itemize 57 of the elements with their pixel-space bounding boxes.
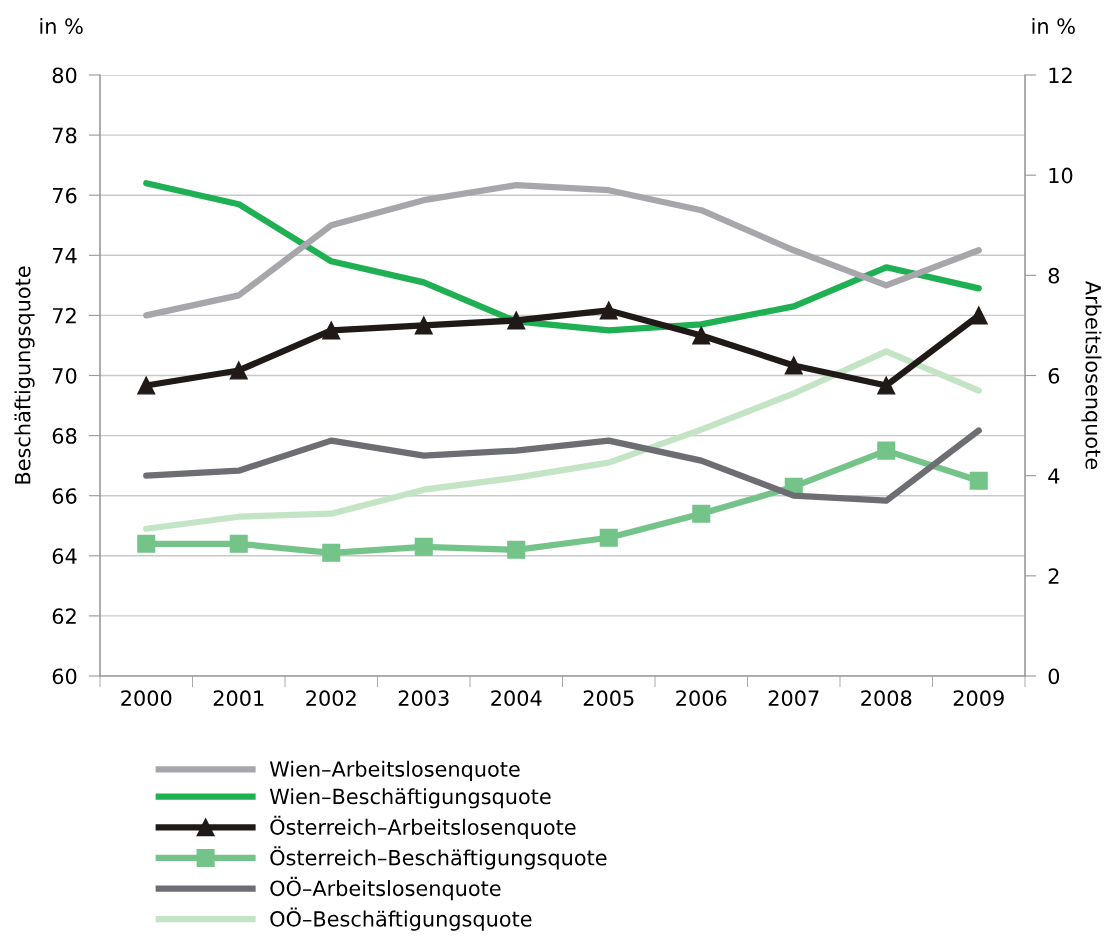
legend-label: OÖ–Arbeitslosenquote [270, 876, 501, 901]
x-tick-label: 2002 [306, 690, 356, 707]
point [969, 471, 988, 490]
x-tick-label: 2001 [213, 690, 264, 707]
point [692, 326, 711, 345]
x-tick-label: 2006 [676, 690, 727, 707]
y-tick-label: 80 [52, 67, 77, 84]
x-tick-label: 2007 [768, 690, 819, 707]
x-tick-label: 2000 [121, 690, 172, 707]
y2-tick-label: 6 [1048, 367, 1060, 384]
y2-tick-label: 12 [1049, 67, 1072, 83]
y2-tick-label: 10 [1049, 167, 1073, 184]
point [414, 316, 433, 335]
text: in % [40, 17, 83, 35]
y2-tick-label: 8 [1048, 267, 1060, 284]
legend-label: Österreich–Beschäftigungsquote [270, 846, 607, 870]
point [322, 543, 341, 562]
y-tick-label: 60 [52, 668, 77, 685]
y-tick-label: 64 [52, 548, 77, 565]
point [877, 376, 896, 395]
legend-label: Wien–Beschäftigungsquote [269, 788, 551, 809]
y-tick-label: 72 [52, 307, 76, 324]
y-tick-label: 74 [52, 248, 77, 264]
y2-tick-label: 4 [1048, 468, 1060, 484]
point [507, 311, 526, 330]
y-tick-label: 76 [52, 187, 77, 204]
point [229, 361, 248, 380]
y-tick-label: 66 [52, 488, 77, 504]
point [599, 528, 618, 547]
legend-label: Wien–Arbeitslosenquote [269, 760, 520, 781]
point [599, 301, 618, 320]
point [137, 534, 156, 553]
x-tick-label: 2004 [491, 690, 542, 707]
point [507, 540, 526, 559]
legend-label: Österreich–Arbeitslosenquote [270, 815, 576, 839]
point [414, 537, 433, 556]
point [322, 321, 341, 340]
text: in % [1032, 17, 1075, 35]
point [137, 376, 156, 395]
y2-tick-label: 0 [1048, 668, 1060, 685]
point [969, 306, 988, 325]
x-tick-label: 2009 [953, 690, 1004, 707]
point [784, 356, 803, 375]
legend-label: OÖ–Beschäftigungsquote [270, 907, 532, 931]
y-tick-label: 78 [52, 127, 77, 144]
x-tick-label: 2003 [398, 690, 449, 707]
point [692, 504, 711, 523]
y2-axis-title: Arbeitslosenquote [1081, 281, 1102, 470]
y2-tick-label: 2 [1048, 568, 1059, 584]
point [229, 534, 248, 553]
point [877, 441, 896, 460]
x-tick-label: 2005 [583, 690, 634, 707]
y-tick-label: 62 [52, 608, 76, 625]
x-tick-label: 2008 [861, 690, 912, 707]
y-tick-label: 70 [52, 367, 77, 384]
y-axis-title: Beschäftigungsquote [14, 266, 35, 484]
y-tick-label: 68 [52, 428, 77, 444]
